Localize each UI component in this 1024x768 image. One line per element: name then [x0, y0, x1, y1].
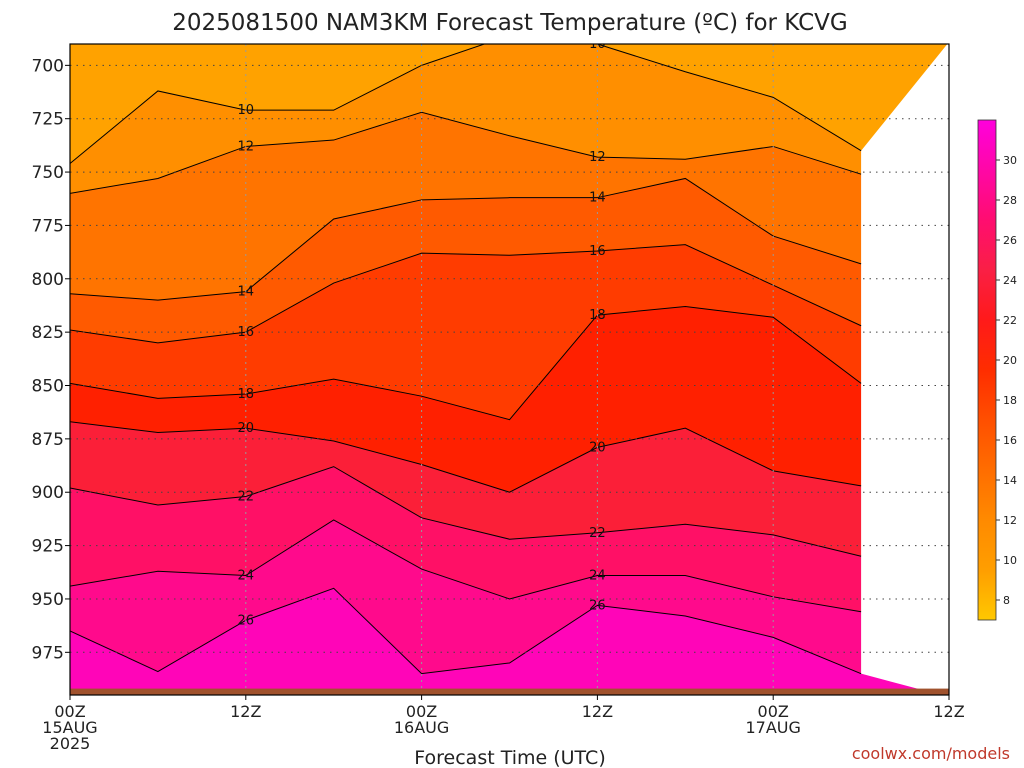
x-tick-label: 12Z [582, 702, 613, 721]
contour-label: 16 [589, 244, 606, 259]
x-tick-label: 15AUG [42, 718, 97, 737]
temperature-band [70, 112, 862, 301]
colorbar-tick-label: 30 [1003, 154, 1017, 167]
y-tick-label: 800 [32, 270, 64, 290]
colorbar-tick-label: 16 [1003, 434, 1017, 447]
x-axis-label: Forecast Time (UTC) [414, 747, 605, 768]
colorbar: 8 10 12 14 16 18 20 22 24 26 28 30 [977, 119, 1017, 621]
x-tick-label: 17AUG [745, 718, 800, 737]
grid-lines [70, 44, 949, 695]
contour-label: 18 [589, 308, 606, 323]
temperature-band [70, 44, 948, 164]
contour-label: 20 [238, 421, 255, 436]
contour-label: 12 [589, 150, 606, 165]
contour-label: 10 [238, 103, 255, 118]
temperature-bands [70, 44, 948, 695]
colorbar-tick-label: 20 [1003, 354, 1017, 367]
contour-label: 20 [589, 440, 606, 455]
plot-frame [69, 43, 950, 696]
colorbar-tick-label: 26 [1003, 234, 1017, 247]
temperature-band [70, 244, 862, 420]
y-tick-label: 900 [32, 483, 64, 503]
y-tick-label: 750 [32, 163, 64, 183]
x-tick-label: 00Z [54, 702, 85, 721]
colorbar-tick-label: 28 [1003, 194, 1017, 207]
contour-label: 14 [589, 191, 606, 206]
contour-label: 26 [238, 613, 255, 628]
temperature-band [70, 588, 942, 695]
x-tick-label: 2025 [50, 734, 91, 753]
colorbar-tick-label: 14 [1003, 474, 1017, 487]
contour-line-22 [70, 466, 862, 557]
x-tick-label: 00Z [406, 702, 437, 721]
colorbar-tick-label: 22 [1003, 314, 1017, 327]
contour-label: 26 [589, 598, 606, 613]
colorbar-ticks: 8 10 12 14 16 18 20 22 24 26 28 30 [996, 154, 1017, 607]
y-tick-label: 975 [32, 643, 64, 663]
y-axis: 700 725 750 775 800 825 850 875 900 925 950 975 [32, 56, 70, 663]
y-tick-label: 700 [32, 56, 64, 76]
x-tick-label: 12Z [933, 702, 964, 721]
y-tick-label: 825 [32, 323, 64, 343]
temperature-band [70, 466, 862, 612]
x-tick-label: 16AUG [394, 718, 449, 737]
ground-surface [70, 688, 949, 695]
y-tick-label: 950 [32, 590, 64, 610]
contour-label: 24 [589, 568, 606, 583]
x-tick-label: 00Z [758, 702, 789, 721]
contour-label: 22 [589, 526, 606, 541]
contour-line-24 [70, 519, 862, 613]
contour-label: 14 [238, 285, 255, 300]
isotherm-contours [70, 44, 862, 675]
contour-line-18 [70, 306, 862, 421]
y-tick-label: 875 [32, 430, 64, 450]
contour-line-16 [70, 244, 862, 344]
contour-label: 24 [238, 568, 255, 583]
contour-line-12 [70, 111, 862, 194]
contour-label: 18 [238, 387, 255, 402]
chart-title: 2025081500 NAM3KM Forecast Temperature (… [172, 10, 847, 36]
temperature-band [70, 44, 862, 194]
colorbar-tick-label: 10 [1003, 554, 1017, 567]
contour-line-10 [70, 44, 862, 164]
contour-line-14 [70, 177, 862, 301]
plot-area: 10 10 12 12 14 14 16 16 18 18 20 20 22 22 24 24 26 26 [70, 37, 949, 695]
colorbar-tick-label: 12 [1003, 514, 1017, 527]
x-tick-label: 12Z [230, 702, 261, 721]
temperature-band [70, 178, 862, 343]
temperature-band [70, 421, 862, 557]
colorbar-tick-label: 8 [1003, 594, 1010, 607]
y-tick-label: 925 [32, 537, 64, 557]
temperature-band [70, 519, 862, 674]
site-credit[interactable]: coolwx.com/models [852, 744, 1010, 763]
y-tick-label: 850 [32, 377, 64, 397]
colorbar-gradient [977, 119, 997, 621]
contour-line-20 [70, 421, 862, 493]
y-tick-label: 775 [32, 216, 64, 236]
y-tick-label: 725 [32, 110, 64, 130]
contour-label: 10 [589, 37, 606, 52]
contour-label: 16 [238, 325, 255, 340]
colorbar-tick-label: 24 [1003, 274, 1017, 287]
temperature-band [70, 306, 862, 493]
contour-label: 22 [238, 489, 255, 504]
colorbar-tick-label: 18 [1003, 394, 1017, 407]
contour-label: 12 [238, 139, 255, 154]
contour-labels: 10 10 12 12 14 14 16 16 18 18 20 20 22 22 24 24 26 26 [238, 37, 606, 628]
contour-line-26 [70, 587, 862, 675]
